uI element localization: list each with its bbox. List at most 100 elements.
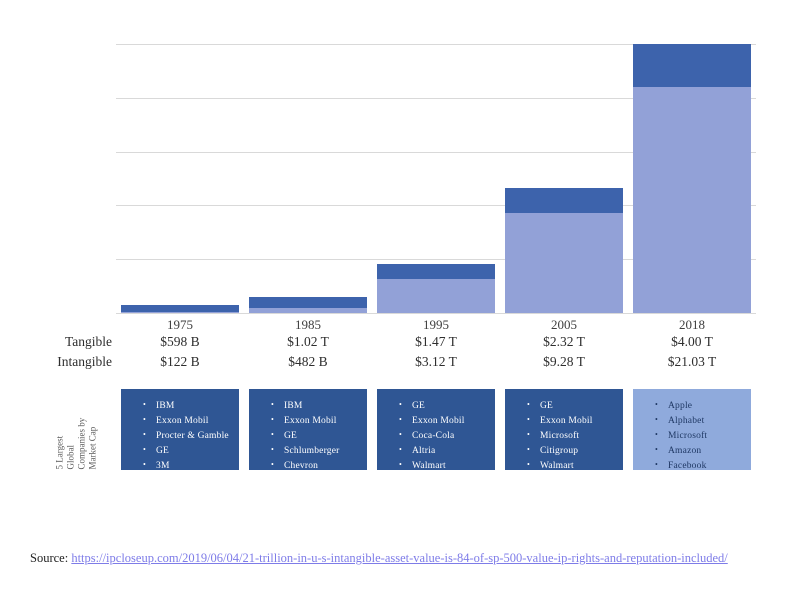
company-item: • Chevron	[271, 458, 365, 473]
company-name: Exxon Mobil	[284, 416, 337, 426]
bullet-icon: •	[399, 400, 403, 409]
intangible-row-label: Intangible	[57, 354, 112, 369]
bullet-icon: •	[399, 460, 403, 469]
company-name: Microsoft	[668, 431, 708, 441]
company-box-1985: • IBM • Exxon Mobil • GE • Schlumberger • Chevron	[249, 389, 367, 473]
gridline-20T	[116, 97, 756, 99]
gridline-0T	[116, 313, 756, 314]
tangible-value-1985: $1.02 T	[287, 334, 329, 349]
bar-tangible-2005	[505, 188, 623, 214]
company-item: • Citigroup	[527, 443, 621, 458]
company-name: Schlumberger	[284, 446, 340, 456]
company-item: • Apple	[655, 398, 749, 413]
tangible-value-2005: $2.32 T	[543, 334, 585, 349]
company-name: Apple	[668, 401, 693, 411]
company-name: Altria	[412, 446, 436, 456]
bullet-icon: •	[527, 415, 531, 424]
company-name: Exxon Mobil	[156, 416, 209, 426]
tangible-value-1995: $1.47 T	[415, 334, 457, 349]
company-box-1995: • GE • Exxon Mobil • Coca-Cola • Altria • Walmart	[377, 389, 495, 473]
bar-intangible-1975	[121, 311, 239, 313]
company-name: Exxon Mobil	[412, 416, 465, 426]
company-item: • Schlumberger	[271, 443, 365, 458]
company-name: Walmart	[412, 461, 446, 471]
company-name: Amazon	[668, 446, 702, 456]
source-label: Source:	[30, 551, 69, 565]
bullet-icon: •	[655, 415, 659, 424]
company-box-1975: • IBM • Exxon Mobil • Procter & Gamble • GE • 3M	[121, 389, 239, 473]
company-name: Coca-Cola	[412, 431, 455, 441]
bullet-icon: •	[399, 430, 403, 439]
company-item: • Facebook	[655, 458, 749, 473]
company-item: • IBM	[143, 398, 237, 413]
company-item: • Procter & Gamble	[143, 428, 237, 443]
bullet-icon: •	[655, 460, 659, 469]
gridline-15T	[116, 151, 756, 153]
company-item: • Alphabet	[655, 413, 749, 428]
bullet-icon: •	[143, 460, 147, 469]
bar-tangible-1995	[377, 263, 495, 280]
bullet-icon: •	[655, 400, 659, 409]
company-name: Walmart	[540, 461, 574, 471]
source-line: Source: https://ipcloseup.com/2019/06/04…	[30, 551, 728, 566]
company-name: GE	[540, 401, 554, 411]
bullet-icon: •	[271, 430, 275, 439]
company-item: • GE	[399, 398, 493, 413]
bullet-icon: •	[271, 445, 275, 454]
company-box-2005: • GE • Exxon Mobil • Microsoft • Citigroup • Walm…	[505, 389, 623, 473]
company-item: • Exxon Mobil	[399, 413, 493, 428]
tangible-value-2018: $4.00 T	[671, 334, 713, 349]
company-name: IBM	[284, 401, 303, 411]
company-item: • GE	[143, 443, 237, 458]
company-name: Facebook	[668, 461, 707, 471]
year-label-2005: 2005	[551, 317, 577, 332]
company-name: 3M	[156, 461, 170, 471]
tangible-value-1975: $598 B	[160, 334, 200, 349]
company-name: Microsoft	[540, 431, 580, 441]
company-item: • Exxon Mobil	[271, 413, 365, 428]
company-item: • Microsoft	[527, 428, 621, 443]
company-item: • Walmart	[527, 458, 621, 473]
company-item: • Altria	[399, 443, 493, 458]
bullet-icon: •	[527, 460, 531, 469]
bullet-icon: •	[655, 445, 659, 454]
bar-intangible-2018	[633, 86, 751, 313]
company-name: Procter & Gamble	[156, 431, 229, 441]
bullet-icon: •	[271, 460, 275, 469]
bar-tangible-1975	[121, 305, 239, 312]
year-label-2018: 2018	[679, 317, 705, 332]
bullet-icon: •	[527, 400, 531, 409]
company-list-1985: • IBM • Exxon Mobil • GE • Schlumberger • Chevron	[249, 389, 367, 473]
bullet-icon: •	[143, 445, 147, 454]
bullet-icon: •	[527, 430, 531, 439]
company-name: Exxon Mobil	[540, 416, 593, 426]
company-name: IBM	[156, 401, 175, 411]
company-name: Alphabet	[668, 416, 705, 426]
year-label-1995: 1995	[423, 317, 449, 332]
bar-tangible-1985	[249, 296, 367, 308]
bullet-icon: •	[271, 415, 275, 424]
company-list-2005: • GE • Exxon Mobil • Microsoft • Citigroup • Walm…	[505, 389, 623, 473]
bullet-icon: •	[143, 430, 147, 439]
bullet-icon: •	[271, 400, 275, 409]
company-list-1975: • IBM • Exxon Mobil • Procter & Gamble • GE • 3M	[121, 389, 239, 473]
tangible-row-label: Tangible	[64, 334, 112, 349]
source-link[interactable]: https://ipcloseup.com/2019/06/04/21-tril…	[71, 551, 728, 565]
company-name: GE	[412, 401, 426, 411]
company-name: GE	[284, 431, 298, 441]
company-list-2018: • Apple • Alphabet • Microsoft • Amazon • Faceboo…	[633, 389, 751, 473]
bullet-icon: •	[399, 445, 403, 454]
year-label-1985: 1985	[295, 317, 321, 332]
company-item: • GE	[527, 398, 621, 413]
bullet-icon: •	[399, 415, 403, 424]
gridline-5T	[116, 259, 756, 261]
gridline-25T	[116, 44, 756, 45]
intangible-value-1975: $122 B	[160, 354, 200, 369]
bar-intangible-2005	[505, 213, 623, 313]
bullet-icon: •	[655, 430, 659, 439]
company-box-2018: • Apple • Alphabet • Microsoft • Amazon • Faceboo…	[633, 389, 751, 473]
bar-tangible-2018	[633, 43, 751, 87]
company-list-1995: • GE • Exxon Mobil • Coca-Cola • Altria • Walmart	[377, 389, 495, 473]
